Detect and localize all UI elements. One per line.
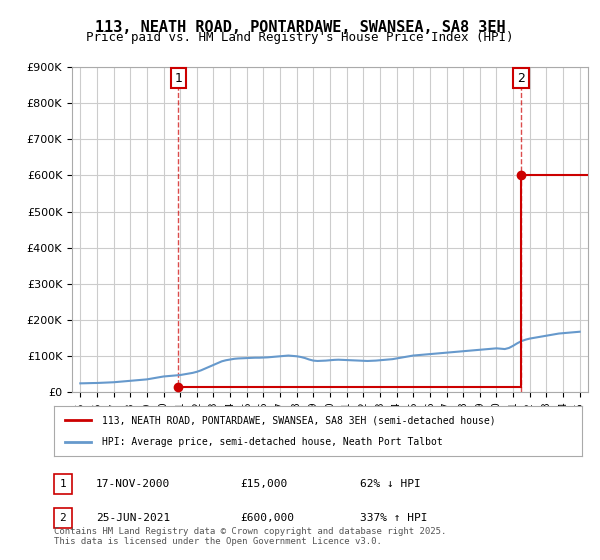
Text: 337% ↑ HPI: 337% ↑ HPI	[360, 513, 427, 523]
Text: 2: 2	[517, 72, 525, 85]
Text: £600,000: £600,000	[240, 513, 294, 523]
Text: 1: 1	[174, 72, 182, 85]
Text: Contains HM Land Registry data © Crown copyright and database right 2025.
This d: Contains HM Land Registry data © Crown c…	[54, 526, 446, 546]
Text: Price paid vs. HM Land Registry's House Price Index (HPI): Price paid vs. HM Land Registry's House …	[86, 31, 514, 44]
Text: 62% ↓ HPI: 62% ↓ HPI	[360, 479, 421, 489]
Text: HPI: Average price, semi-detached house, Neath Port Talbot: HPI: Average price, semi-detached house,…	[101, 437, 442, 447]
Text: 113, NEATH ROAD, PONTARDAWE, SWANSEA, SA8 3EH (semi-detached house): 113, NEATH ROAD, PONTARDAWE, SWANSEA, SA…	[101, 415, 495, 425]
Text: £15,000: £15,000	[240, 479, 287, 489]
Text: 25-JUN-2021: 25-JUN-2021	[96, 513, 170, 523]
Text: 2: 2	[59, 513, 67, 523]
Text: 17-NOV-2000: 17-NOV-2000	[96, 479, 170, 489]
Text: 1: 1	[59, 479, 67, 489]
Text: 113, NEATH ROAD, PONTARDAWE, SWANSEA, SA8 3EH: 113, NEATH ROAD, PONTARDAWE, SWANSEA, SA…	[95, 20, 505, 35]
